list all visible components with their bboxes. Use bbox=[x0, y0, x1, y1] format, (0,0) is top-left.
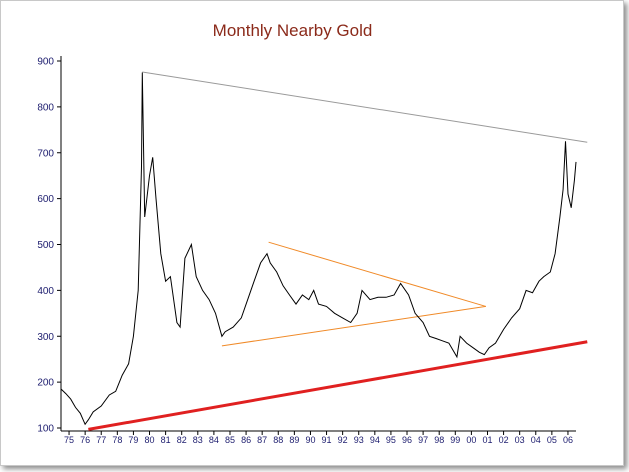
x-tick-label: 78 bbox=[112, 435, 122, 445]
x-tick-label: 03 bbox=[515, 435, 525, 445]
trend-line bbox=[88, 340, 588, 431]
price-series bbox=[60, 72, 577, 426]
x-tick-label: 83 bbox=[193, 435, 203, 445]
x-tick-label: 02 bbox=[499, 435, 509, 445]
x-tick-label: 85 bbox=[225, 435, 235, 445]
trend-line bbox=[221, 305, 486, 347]
x-tick-label: 76 bbox=[80, 435, 90, 445]
x-tick-label: 92 bbox=[338, 435, 348, 445]
x-tick-label: 96 bbox=[402, 435, 412, 445]
x-tick-label: 86 bbox=[241, 435, 251, 445]
x-tick-label: 05 bbox=[547, 435, 557, 445]
y-tick-label: 100 bbox=[37, 424, 54, 435]
x-tick-label: 98 bbox=[434, 435, 444, 445]
y-tick-label: 200 bbox=[37, 378, 54, 389]
y-tick-label: 700 bbox=[37, 148, 54, 159]
chart-plot: 900 800 700 600 500 400 300 200 100 75 76 77 78 79 80 8… bbox=[37, 56, 588, 445]
x-tick-label: 00 bbox=[466, 435, 476, 445]
x-tick-label: 06 bbox=[563, 435, 573, 445]
x-tick-label: 87 bbox=[257, 435, 267, 445]
trend-line bbox=[142, 71, 588, 143]
y-tick-label: 500 bbox=[37, 240, 54, 251]
x-tick-label: 97 bbox=[418, 435, 428, 445]
chart-axes: 900 800 700 600 500 400 300 200 100 75 76 77 78 79 80 8… bbox=[37, 56, 576, 445]
x-tick-label: 79 bbox=[128, 435, 138, 445]
y-tick-label: 400 bbox=[37, 286, 54, 297]
y-tick-label: 900 bbox=[37, 57, 54, 68]
x-tick-label: 99 bbox=[450, 435, 460, 445]
x-tick-label: 77 bbox=[96, 435, 106, 445]
x-tick-label: 93 bbox=[354, 435, 364, 445]
x-tick-label: 95 bbox=[386, 435, 396, 445]
x-tick-label: 91 bbox=[322, 435, 332, 445]
x-tick-label: 90 bbox=[305, 435, 315, 445]
x-tick-label: 82 bbox=[177, 435, 187, 445]
x-tick-label: 88 bbox=[273, 435, 283, 445]
chart-frame: Monthly Nearby Gold 900 800 700 600 500 400 30… bbox=[0, 0, 624, 466]
trend-line bbox=[268, 241, 487, 307]
y-tick-label: 800 bbox=[37, 102, 54, 113]
series-line bbox=[60, 72, 577, 426]
chart-title: Monthly Nearby Gold bbox=[212, 21, 373, 40]
x-tick-label: 80 bbox=[145, 435, 155, 445]
trend-lines bbox=[88, 71, 588, 431]
x-tick-label: 01 bbox=[482, 435, 492, 445]
y-tick-label: 300 bbox=[37, 332, 54, 343]
x-tick-label: 89 bbox=[289, 435, 299, 445]
x-tick-label: 75 bbox=[64, 435, 74, 445]
y-tick-label: 600 bbox=[37, 194, 54, 205]
x-tick-label: 94 bbox=[370, 435, 380, 445]
x-tick-label: 04 bbox=[531, 435, 541, 445]
x-tick-label: 84 bbox=[209, 435, 219, 445]
x-tick-label: 81 bbox=[161, 435, 171, 445]
